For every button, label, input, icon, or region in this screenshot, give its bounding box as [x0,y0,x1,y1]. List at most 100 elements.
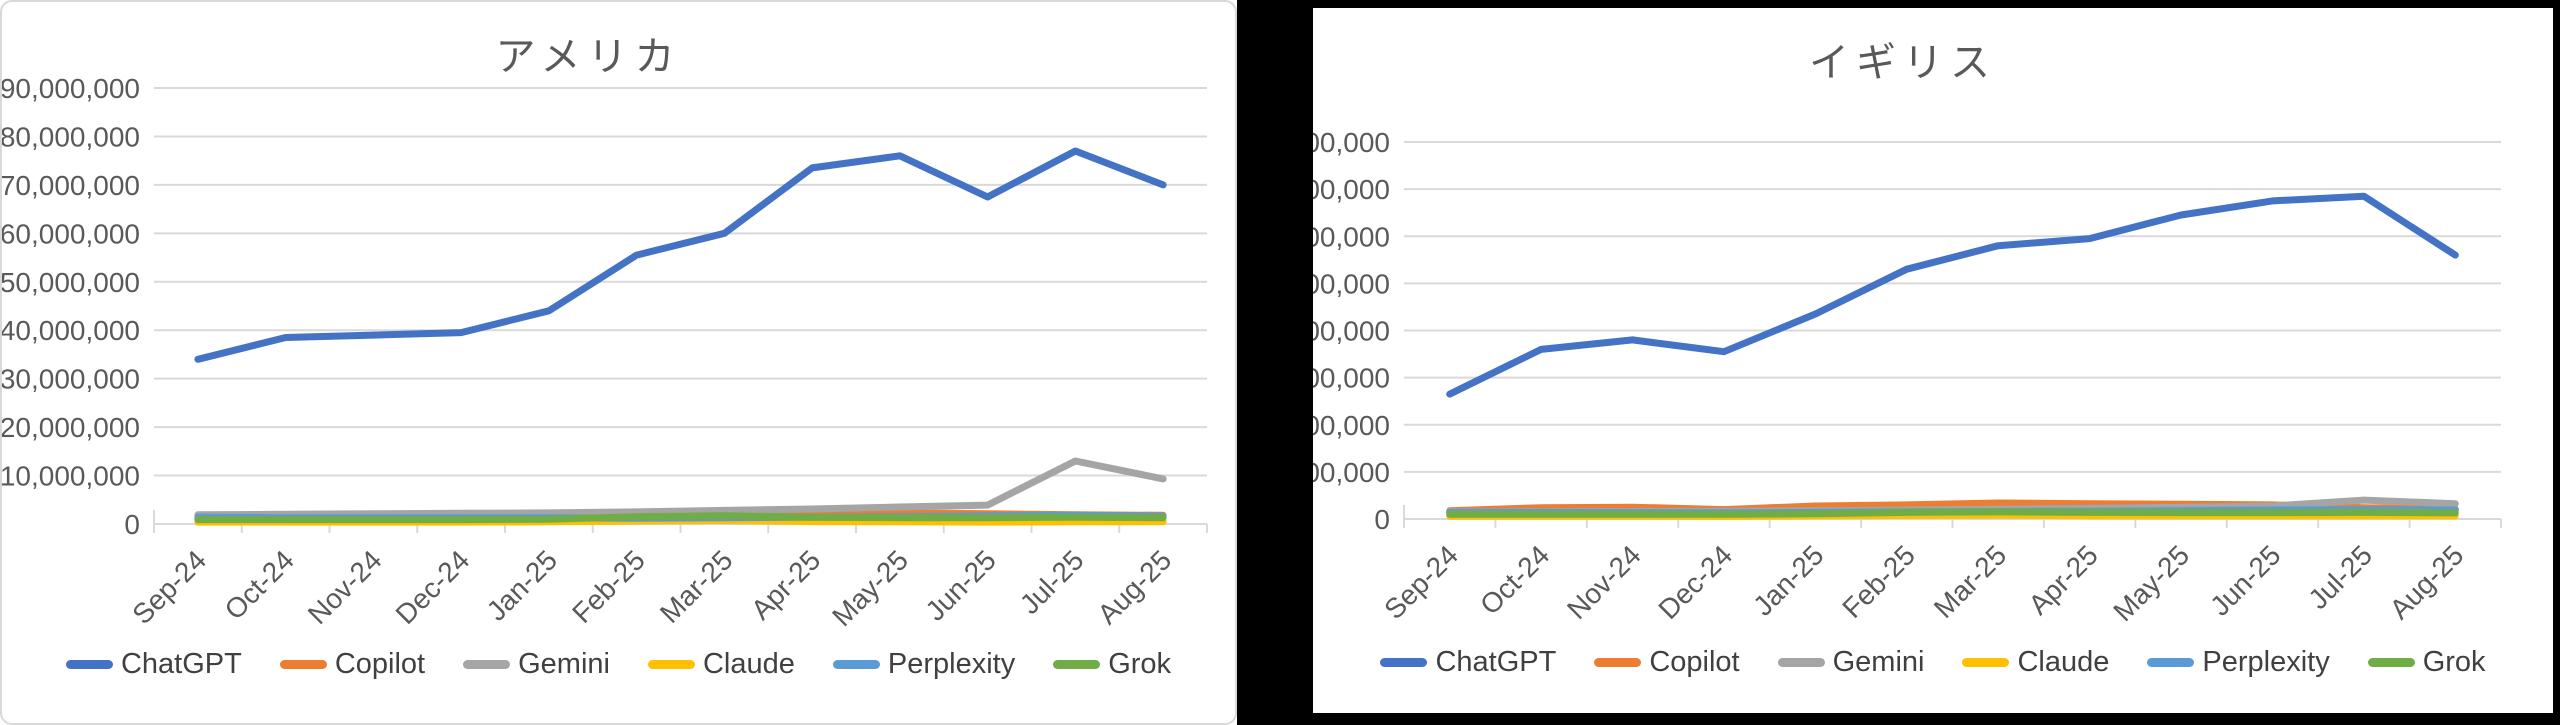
y-tick-label: 50,000,000 [2,267,140,298]
y-tick-label: 16,000,000 [1313,127,1390,158]
y-tick-label: 90,000,000 [2,73,140,104]
legend-marker-claude [647,660,695,669]
x-axis-tick-labels: Sep-24 Oct-24 Nov-24 Dec-24 Jan-25 Feb-25 Mar-… [1378,539,2469,627]
axis-ticks [1403,505,2502,528]
legend-marker-claude [1962,658,2010,667]
legend-marker-grok [2367,658,2415,667]
y-tick-label: 30,000,000 [2,364,140,395]
gridlines [154,87,1207,525]
x-tick-label: Apr-25 [2023,539,2104,620]
black-frame: イギリス 0 2,000,000 4,000,000 6,000,000 8,000,0… [1237,0,2560,725]
x-tick-label: Jul-25 [1014,544,1090,620]
legend-label-chatgpt: ChatGPT [1435,646,1557,678]
x-tick-label: Aug-25 [2384,539,2470,625]
y-tick-label: 40,000,000 [2,315,140,346]
legend-item-perplexity: Perplexity [2147,646,2330,679]
legend-label-perplexity: Perplexity [2202,646,2330,678]
x-tick-label: Mar-25 [1928,539,2013,624]
y-tick-label: 2,000,000 [1313,457,1390,488]
legend-item-gemini: Gemini [463,648,610,681]
legend-item-perplexity: Perplexity [832,648,1016,681]
series-line-gemini [194,457,1167,519]
legend-marker-gemini [463,660,511,669]
legend-label-claude: Claude [2017,646,2110,678]
x-tick-label: May-25 [826,544,914,632]
series-line-chatgpt [194,147,1167,363]
chart-panel-uk: イギリス 0 2,000,000 4,000,000 6,000,000 8,000,0… [1313,8,2553,713]
legend-marker-grok [1053,660,1101,669]
legend-item-copilot: Copilot [1594,646,1740,679]
legend-label-claude: Claude [702,648,795,680]
x-tick-label: Jun-25 [2204,539,2286,621]
x-tick-label: Jul-25 [2302,539,2378,615]
legend-marker-gemini [1777,658,1825,667]
y-axis-tick-labels: 0 10,000,000 20,000,000 30,000,000 40,000,00… [2,73,140,540]
legend-label-chatgpt: ChatGPT [120,648,242,680]
legend-marker-chatgpt [1380,658,1428,667]
y-tick-label: 14,000,000 [1313,174,1390,205]
x-tick-label: Dec-24 [390,544,476,630]
y-tick-label: 0 [124,509,140,540]
x-tick-label: Jan-25 [1747,539,1829,621]
x-tick-label: Oct-24 [1474,539,1555,620]
x-axis-tick-labels: Sep-24 Oct-24 Nov-24 Dec-24 Jan-25 Feb-25 Mar-… [126,544,1177,632]
legend-item-copilot: Copilot [279,648,426,681]
x-tick-label: Feb-25 [566,544,651,629]
legend-label-perplexity: Perplexity [887,648,1016,680]
series-lines [194,147,1167,526]
legend-item-chatgpt: ChatGPT [65,648,242,681]
legend-label-gemini: Gemini [518,648,610,680]
legend-item-chatgpt: ChatGPT [1380,646,1556,679]
chart-title-america: アメリカ [495,35,682,79]
chart-legend-uk: ChatGPT Copilot Gemini Claude Perplexity Grok [1313,646,2553,679]
y-tick-label: 8,000,000 [1313,316,1390,347]
y-tick-label: 6,000,000 [1313,363,1390,394]
legend-marker-copilot [279,660,327,669]
x-tick-label: Nov-24 [1561,539,1647,625]
x-tick-label: Dec-24 [1652,539,1738,625]
chart-plot-america: 0 10,000,000 20,000,000 30,000,000 40,000,00… [2,73,1208,632]
chart-title-uk: イギリス [1809,41,1997,85]
legend-item-gemini: Gemini [1777,646,1925,679]
axis-ticks [153,510,1208,533]
legend-marker-perplexity [832,660,880,669]
y-tick-label: 4,000,000 [1313,410,1390,441]
y-tick-label: 0 [1374,504,1390,535]
y-tick-label: 12,000,000 [1313,221,1390,252]
series-line-grok [194,512,1167,524]
legend-label-grok: Grok [1108,648,1172,680]
series-line-grok [1446,508,2459,518]
legend-label-copilot: Copilot [334,648,426,680]
legend-item-claude: Claude [647,648,795,681]
x-tick-label: Feb-25 [1836,539,1921,624]
x-tick-label: Sep-24 [126,544,212,630]
legend-marker-perplexity [2147,658,2195,667]
y-tick-label: 70,000,000 [2,170,140,201]
legend-item-grok: Grok [1053,648,1171,681]
x-tick-label: Oct-24 [219,544,300,625]
x-tick-label: Jun-25 [919,544,1001,626]
x-tick-label: Nov-24 [302,544,388,630]
legend-label-grok: Grok [2422,646,2486,678]
chart-panel-america: アメリカ 0 10,000,000 20,000,000 30,000,000 40,0… [0,0,1237,725]
y-axis-tick-labels: 0 2,000,000 4,000,000 6,000,000 8,000,000 10,… [1313,127,1390,535]
chart-plot-uk: 0 2,000,000 4,000,000 6,000,000 8,000,000 10,… [1313,127,2502,627]
y-tick-label: 60,000,000 [2,218,140,249]
series-lines [1446,192,2459,520]
legend-marker-chatgpt [65,660,113,669]
legend-label-gemini: Gemini [1832,646,1925,678]
series-line-chatgpt [1446,192,2459,398]
x-tick-label: Apr-25 [745,544,826,625]
y-tick-label: 10,000,000 [1313,268,1390,299]
x-tick-label: Mar-25 [654,544,739,629]
legend-item-claude: Claude [1962,646,2109,679]
x-tick-label: Sep-24 [1378,539,1464,625]
x-tick-label: Aug-25 [1092,544,1178,630]
legend-label-copilot: Copilot [1649,646,1740,678]
x-tick-label: Jan-25 [481,544,563,626]
y-tick-label: 20,000,000 [2,412,140,443]
legend-item-grok: Grok [2367,646,2486,679]
chart-legend-america: ChatGPT Copilot Gemini Claude Perplexity Grok [2,648,1235,681]
y-tick-label: 80,000,000 [2,121,140,152]
